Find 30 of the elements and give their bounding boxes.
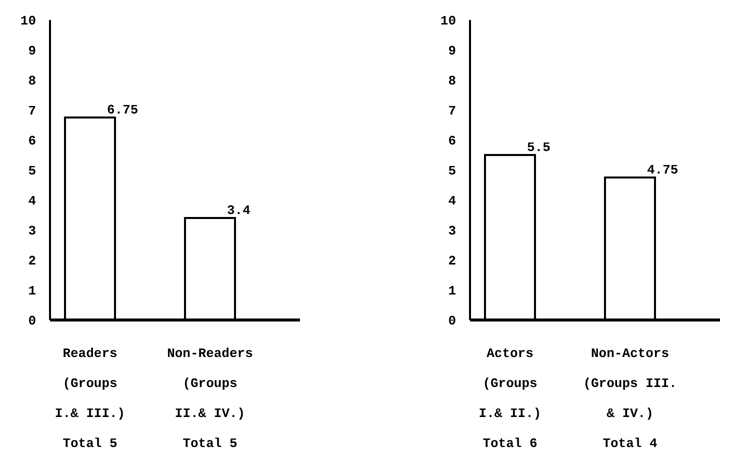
y-tick-label: 2 bbox=[448, 254, 456, 269]
x-tick-label: Non-Actors (Groups III. & IV.) Total 4 bbox=[583, 346, 677, 451]
y-tick-label: 1 bbox=[448, 284, 456, 299]
y-tick-label: 5 bbox=[28, 164, 36, 179]
y-tick-label: 4 bbox=[28, 194, 36, 209]
y-tick-label: 10 bbox=[20, 14, 36, 29]
y-tick-label: 5 bbox=[448, 164, 456, 179]
y-tick-label: 0 bbox=[28, 314, 36, 329]
y-tick-label: 1 bbox=[28, 284, 36, 299]
y-tick-label: 4 bbox=[448, 194, 456, 209]
y-tick-label: 3 bbox=[448, 224, 456, 239]
data-label: 4.75 bbox=[647, 162, 678, 178]
y-tick-label: 3 bbox=[28, 224, 36, 239]
y-tick-label: 8 bbox=[28, 74, 36, 89]
data-label: 5.5 bbox=[527, 140, 551, 155]
y-tick-label: 7 bbox=[28, 104, 36, 119]
y-tick-label: 8 bbox=[448, 74, 456, 89]
y-tick-label: 0 bbox=[448, 314, 456, 329]
y-tick-label: 6 bbox=[28, 134, 36, 149]
x-tick-label: Readers (Groups I.& III.) Total 5 bbox=[54, 346, 126, 451]
y-tick-label: 9 bbox=[448, 44, 456, 59]
x-tick-label: Actors (Groups I.& II.) Total 6 bbox=[478, 346, 542, 451]
y-tick-label: 9 bbox=[28, 44, 36, 59]
y-tick-label: 6 bbox=[448, 134, 456, 149]
data-label: 3.4 bbox=[227, 203, 251, 218]
y-tick-label: 10 bbox=[440, 14, 456, 29]
y-tick-label: 2 bbox=[28, 254, 36, 269]
data-label: 6.75 bbox=[107, 102, 138, 118]
x-tick-label: Non-Readers (Groups II.& IV.) Total 5 bbox=[167, 346, 254, 451]
y-tick-label: 7 bbox=[448, 104, 456, 119]
